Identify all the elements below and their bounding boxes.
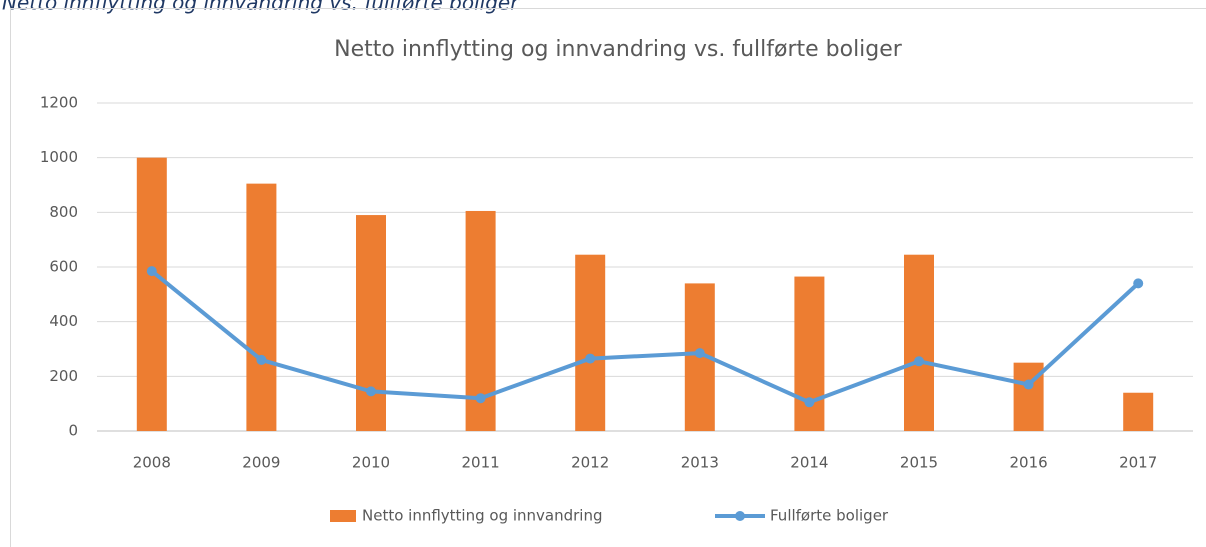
bar (1123, 392, 1154, 431)
point (146, 266, 157, 277)
line (150, 269, 1140, 405)
bar (575, 254, 606, 431)
y-tick-label: 400 (49, 312, 78, 330)
x-tick-label: 2012 (571, 454, 609, 472)
y-tick-label: 600 (49, 258, 78, 276)
legend-label: Netto innflytting og innvandring (362, 507, 603, 525)
x-tick-label: 2008 (133, 454, 171, 472)
bar (794, 276, 825, 431)
point (475, 393, 486, 404)
point (804, 397, 815, 408)
bar (356, 215, 386, 431)
bar (246, 183, 277, 431)
x-tick-label: 2015 (900, 454, 938, 472)
x-tick-label: 2016 (1010, 454, 1048, 472)
bar (136, 157, 167, 431)
point (256, 354, 267, 365)
y-tick-label: 0 (68, 422, 78, 440)
point (694, 348, 705, 359)
caption: Netto innflytting og innvandring vs. ful… (2, 0, 520, 15)
chart-border (10, 8, 1206, 547)
bar (904, 254, 934, 431)
legend-label: Fullførte boliger (770, 507, 889, 525)
y-tick-label: 800 (49, 203, 78, 221)
y-tick-label: 200 (49, 367, 78, 385)
point (914, 356, 924, 367)
point (585, 353, 596, 364)
chart-title: Netto innflytting og innvandring vs. ful… (334, 37, 903, 62)
x-tick-label: 2010 (352, 454, 390, 472)
y-tick-label: 1200 (40, 94, 78, 112)
y-tick-label: 1000 (40, 148, 78, 166)
point (366, 386, 376, 397)
legend-swatch (330, 510, 356, 522)
legend-swatch (735, 511, 745, 521)
x-tick-label: 2009 (242, 454, 280, 472)
x-tick-label: 2014 (790, 454, 828, 472)
x-tick-label: 2011 (462, 454, 500, 472)
x-tick-label: 2013 (681, 454, 719, 472)
point (1133, 278, 1144, 289)
x-tick-label: 2017 (1119, 454, 1157, 472)
point (1023, 379, 1034, 390)
